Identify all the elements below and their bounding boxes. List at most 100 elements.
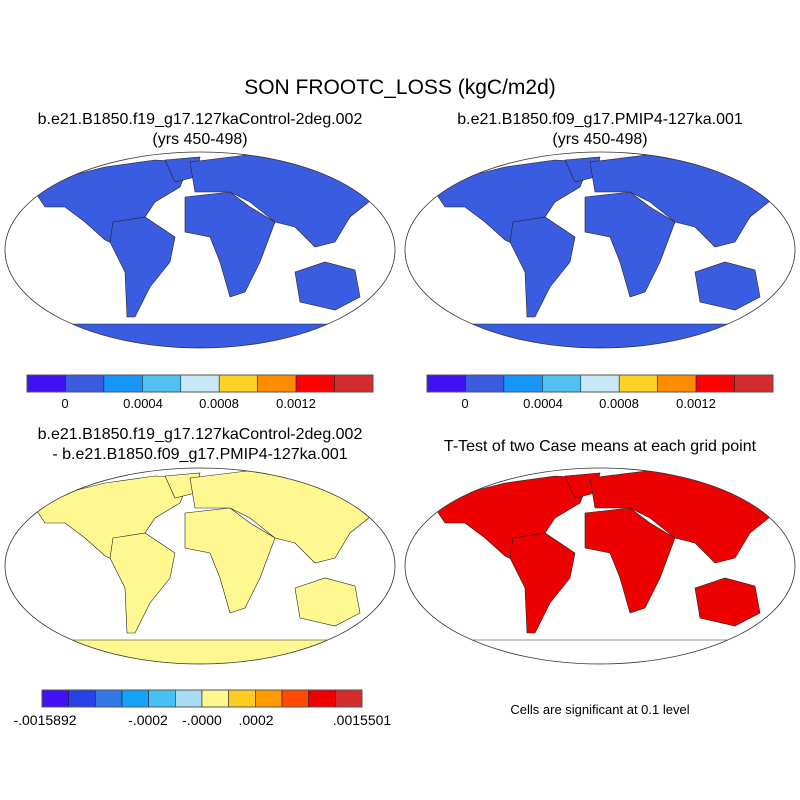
grid-cell: [777, 582, 783, 587]
grid-cell: [490, 601, 495, 606]
grid-cell: [775, 572, 784, 578]
grid-cell: [449, 596, 458, 600]
grid-cell: [589, 567, 594, 571]
grid-cell: [653, 613, 659, 619]
grid-cell: [572, 585, 577, 592]
grid-cell: [162, 222, 168, 227]
main-title: SON FROOTC_LOSS (kgC/m2d): [244, 76, 556, 99]
grid-cell: [327, 168, 336, 175]
colorbar-swatch: [695, 374, 735, 393]
grid-cell: [732, 570, 737, 577]
grid-cell: [571, 228, 577, 234]
grid-cell: [379, 564, 387, 572]
grid-cell: [742, 231, 748, 235]
grid-cell: [484, 546, 491, 552]
grid-cell: [736, 161, 742, 166]
grid-cell: [360, 181, 367, 185]
grid-cell: [37, 528, 43, 535]
grid-cell: [738, 168, 744, 172]
grid-cell: [731, 250, 739, 255]
grid-cell: [210, 573, 218, 579]
grid-cell: [264, 598, 270, 604]
grid-cell: [716, 162, 722, 166]
grid-cell: [567, 605, 572, 610]
grid-cell: [192, 236, 199, 241]
colorbar-swatch: [103, 374, 143, 393]
grid-cell: [775, 537, 780, 545]
grid-cell: [784, 512, 789, 517]
colorbar-swatch: [148, 689, 176, 708]
grid-cell: [46, 544, 51, 550]
grid-cell: [744, 173, 750, 179]
grid-cell: [171, 570, 176, 576]
grid-cell: [465, 628, 469, 633]
grid-cell: [753, 494, 761, 500]
grid-cell: [757, 549, 763, 554]
grid-cell: [51, 478, 56, 485]
grid-cell: [621, 623, 629, 630]
grid-cell: [60, 550, 65, 557]
colorbar-swatch: [734, 374, 774, 393]
grid-cell: [653, 617, 658, 621]
panel2-title-line2: (yrs 450-498): [552, 131, 648, 148]
grid-cell: [603, 575, 611, 583]
grid-cell: [454, 168, 460, 174]
grid-cell: [336, 565, 341, 572]
colorbar-swatch: [65, 374, 105, 393]
grid-cell: [755, 578, 759, 584]
grid-cell: [374, 181, 382, 188]
grid-cell: [477, 561, 485, 567]
grid-cell: [80, 548, 85, 552]
grid-cell: [779, 557, 785, 565]
grid-cell: [468, 550, 476, 554]
grid-cell: [164, 614, 168, 621]
grid-cell: [277, 563, 285, 570]
grid-cell: [312, 247, 319, 253]
cb1-label: 0.0004: [123, 396, 163, 411]
panel3-title-line1: b.e21.B1850.f19_g17.127kaControl-2deg.00…: [37, 426, 363, 443]
grid-cell: [366, 480, 372, 486]
panel3-title: b.e21.B1850.f19_g17.127kaControl-2deg.00…: [0, 425, 400, 465]
colorbar-swatch: [201, 689, 229, 708]
grid-cell: [470, 544, 474, 550]
grid-cell: [767, 163, 772, 170]
grid-cell: [770, 176, 775, 181]
grid-cell: [473, 481, 480, 488]
grid-cell: [164, 590, 170, 594]
grid-cell: [356, 184, 361, 191]
grid-cell: [541, 628, 548, 633]
grid-cell: [759, 180, 764, 187]
grid-cell: [200, 563, 206, 569]
grid-cell: [607, 576, 615, 581]
grid-cell: [211, 600, 215, 606]
colorbar-swatch: [334, 374, 374, 393]
colorbar-swatch: [257, 374, 297, 393]
grid-cell: [772, 171, 778, 179]
grid-cell: [211, 572, 215, 578]
grid-cell: [583, 190, 590, 196]
grid-cell: [557, 618, 563, 625]
grid-cell: [304, 160, 311, 165]
grid-cell: [313, 250, 319, 257]
grid-cell: [334, 487, 341, 492]
grid-cell: [47, 179, 54, 185]
grid-cell: [461, 603, 466, 609]
grid-cell: [104, 557, 111, 565]
grid-cell: [448, 179, 456, 183]
grid-cell: [341, 246, 345, 251]
grid-cell: [370, 170, 375, 175]
grid-cell: [268, 562, 273, 569]
grid-cell: [458, 540, 467, 547]
panel2-title: b.e21.B1850.f09_g17.PMIP4-127ka.001 (yrs…: [400, 110, 800, 150]
grid-cell: [725, 159, 729, 166]
grid-cell: [495, 607, 501, 614]
grid-cell: [158, 591, 166, 599]
cb3-label: -.0002: [128, 712, 168, 728]
grid-cell: [577, 590, 584, 597]
grid-cell: [745, 539, 753, 546]
grid-cell: [562, 612, 567, 616]
grid-cell: [247, 602, 251, 610]
grid-cell: [48, 528, 52, 533]
grid-cell: [774, 169, 781, 173]
grid-cell: [150, 524, 157, 531]
